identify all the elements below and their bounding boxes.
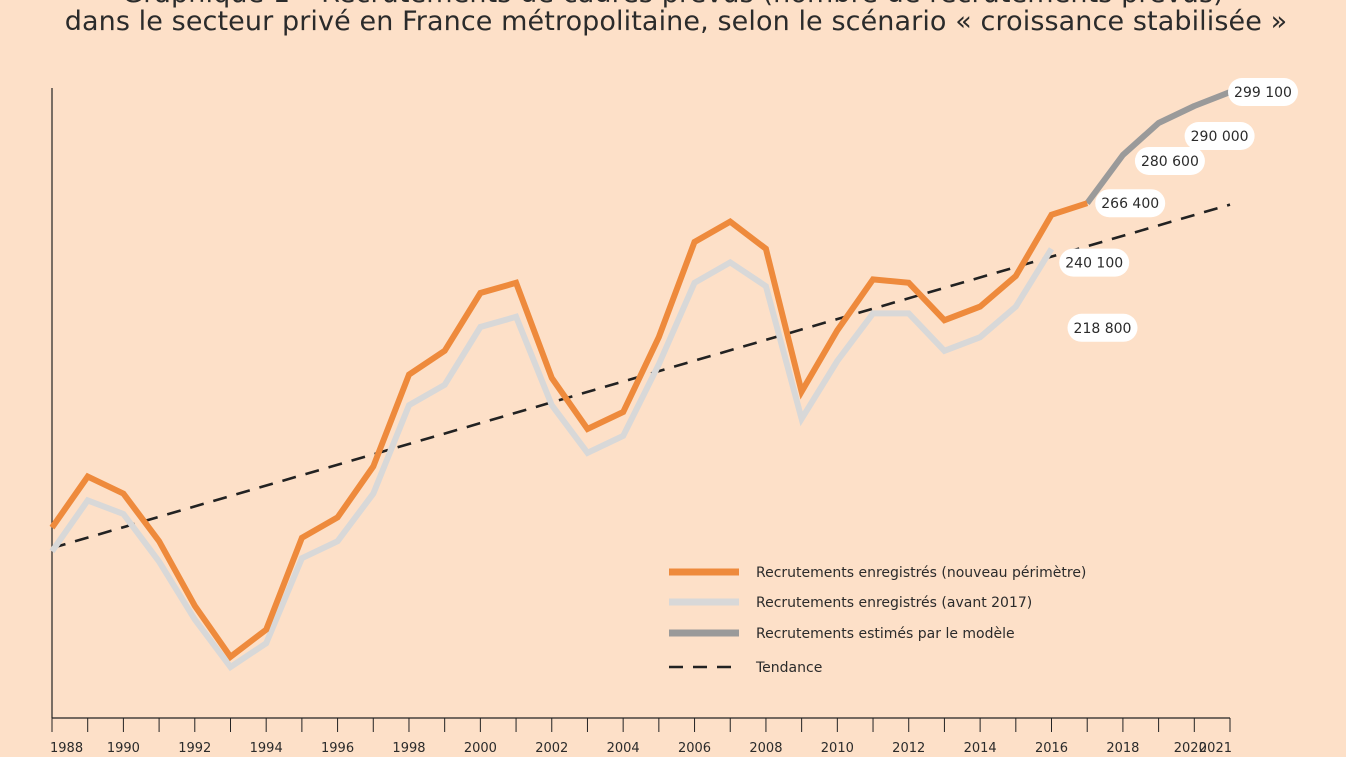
x-tick-label: 2004 — [607, 741, 640, 756]
callout-bubble — [1059, 248, 1130, 277]
callout-bubble — [1095, 189, 1166, 218]
legend-item: Recrutements enregistrés (nouveau périmè… — [669, 565, 1086, 581]
legend-item: Recrutements enregistrés (avant 2017) — [669, 595, 1032, 611]
legend-item: Recrutements estimés par le modèle — [669, 626, 1015, 642]
series-lines — [49, 89, 1232, 672]
legend-label: Recrutements enregistrés (avant 2017) — [756, 595, 1032, 611]
legend: Recrutements enregistrés (nouveau périmè… — [669, 565, 1086, 676]
value-callout: 240 100 — [1059, 248, 1130, 277]
callout-value: 290 000 — [1191, 129, 1249, 145]
value-callout: 290 000 — [1184, 122, 1255, 150]
value-callout: 266 400 — [1095, 189, 1166, 218]
x-tick-label: 1996 — [321, 741, 354, 756]
callout-bubble — [1184, 122, 1255, 150]
x-tick-label: 2008 — [749, 741, 782, 756]
value-callouts: 299 100 290 000 280 600 266 400 240 100 218 8… — [1059, 78, 1298, 342]
x-tick-label: 2000 — [464, 741, 497, 756]
legend-label: Recrutements enregistrés (nouveau périmè… — [756, 565, 1086, 581]
callout-value: 218 800 — [1074, 321, 1132, 337]
x-tick-label: 1988 — [50, 741, 83, 756]
callout-value: 280 600 — [1141, 154, 1199, 170]
callout-bubble — [1067, 313, 1138, 342]
x-tick-label: 2006 — [678, 741, 711, 756]
legend-label: Tendance — [755, 660, 822, 676]
x-tick-label: 1994 — [250, 741, 283, 756]
x-tick-label: 2016 — [1035, 741, 1068, 756]
x-tick-label: 1998 — [392, 741, 425, 756]
chart-subtitle: dans le secteur privé en France métropol… — [64, 6, 1288, 37]
x-tick-label: 2002 — [535, 741, 568, 756]
x-tick-label: 2010 — [821, 741, 854, 756]
series-line-before-2017 — [49, 247, 1055, 672]
value-callout: 280 600 — [1134, 146, 1205, 175]
value-callout: 299 100 — [1228, 78, 1298, 107]
legend-item: Tendance — [669, 660, 822, 676]
series-line-new-scope — [49, 200, 1089, 662]
legend-label: Recrutements estimés par le modèle — [756, 626, 1015, 642]
value-callout: 218 800 — [1067, 313, 1138, 342]
callout-value: 266 400 — [1101, 196, 1159, 212]
callout-bubble — [1228, 78, 1298, 107]
x-tick-label: 2012 — [892, 741, 925, 756]
callout-bubble — [1134, 146, 1205, 175]
x-tick-label: 2021 — [1199, 741, 1232, 756]
x-tick-label: 2014 — [964, 741, 997, 756]
chart-title: Graphique 1 – Recrutements de cadres pré… — [0, 0, 1346, 9]
callout-value: 299 100 — [1234, 85, 1292, 101]
x-tick-label: 2020 — [1174, 741, 1207, 756]
x-tick-label: 1992 — [178, 741, 211, 756]
x-tick-label: 1990 — [107, 741, 140, 756]
series-line-model — [1084, 89, 1232, 205]
x-tick-label: 2018 — [1106, 741, 1139, 756]
axes: 1988 1990 1992 1994 1996 1998 2000 2002 2004 2006… — [50, 88, 1232, 756]
callout-value: 240 100 — [1065, 256, 1123, 272]
